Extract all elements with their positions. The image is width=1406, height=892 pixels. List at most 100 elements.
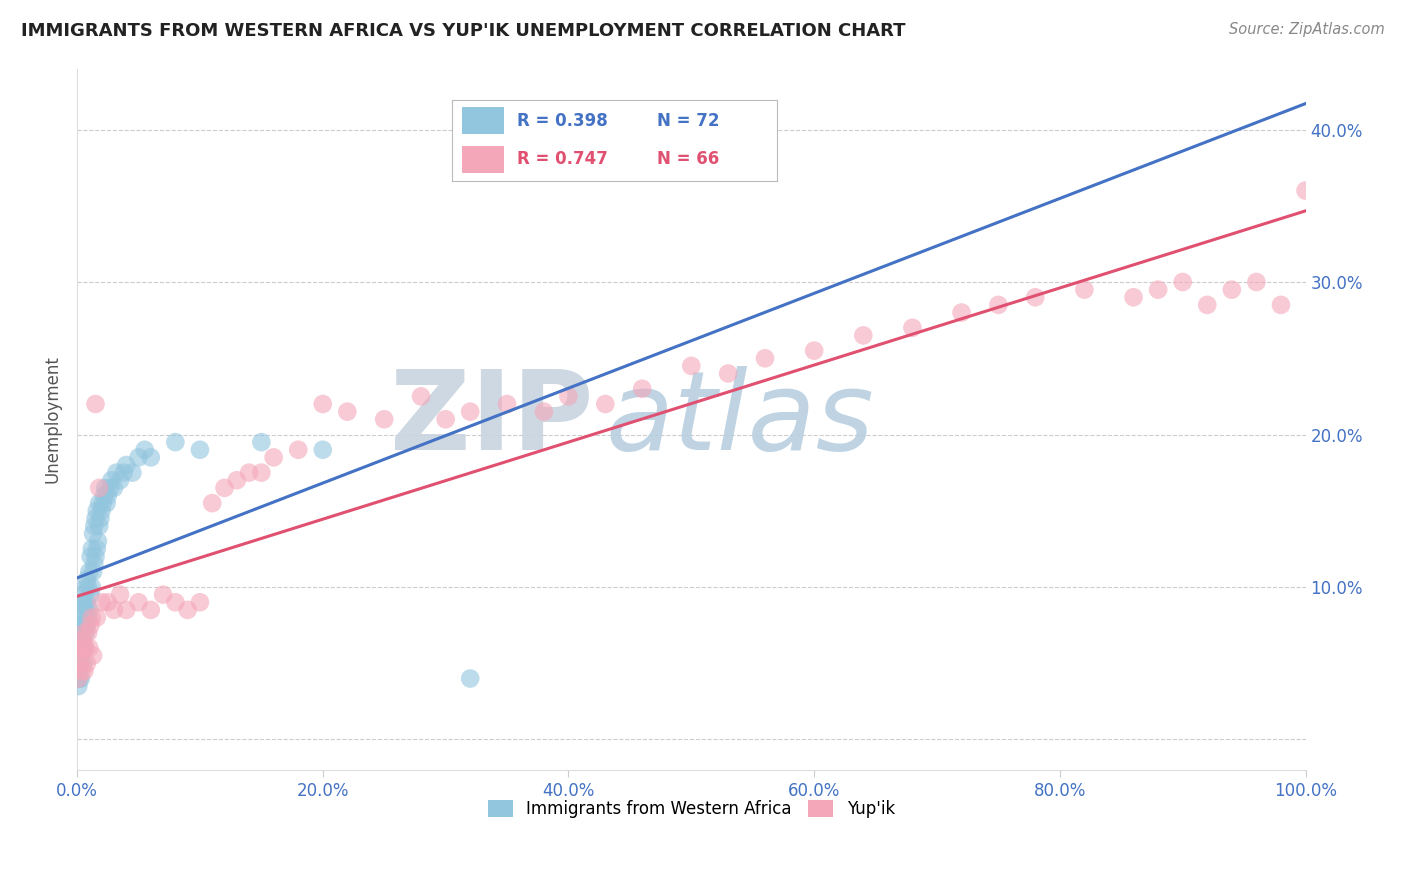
Point (458, 672, 481, 686)
Point (165, 435, 187, 450)
Point (165, 595, 187, 609)
Point (69, 648, 91, 663)
Point (1295, 184, 1317, 198)
Point (1270, 298, 1292, 312)
Point (79, 618, 101, 632)
Point (134, 442, 156, 457)
Point (72, 588, 94, 602)
Point (72, 657, 94, 671)
Point (79, 588, 101, 602)
Point (76, 573, 98, 587)
Point (103, 481, 125, 495)
Point (89, 519, 111, 533)
Point (76, 618, 98, 632)
Point (103, 603, 125, 617)
Point (70, 595, 93, 609)
Point (76, 595, 98, 609)
Point (69, 610, 91, 624)
Text: Source: ZipAtlas.com: Source: ZipAtlas.com (1229, 22, 1385, 37)
Point (188, 442, 211, 457)
Point (84, 549, 107, 564)
Point (72, 640, 94, 655)
Point (754, 351, 776, 366)
Point (96, 496, 118, 510)
Point (852, 328, 875, 343)
Point (67, 640, 90, 655)
Point (80, 541, 103, 556)
Point (84, 511, 107, 525)
Point (631, 382, 654, 396)
Point (128, 450, 150, 465)
Point (82, 565, 104, 579)
Point (336, 404, 359, 418)
Point (70, 633, 93, 648)
Point (263, 450, 285, 465)
Point (70, 618, 93, 632)
Point (91, 496, 114, 510)
Point (108, 473, 131, 487)
Point (82, 526, 104, 541)
Point (681, 359, 703, 373)
Point (82, 648, 104, 663)
Point (803, 343, 825, 358)
Point (77, 580, 100, 594)
Point (100, 473, 122, 487)
Point (73, 595, 96, 609)
Point (69, 618, 91, 632)
Point (139, 450, 162, 465)
Point (250, 435, 273, 450)
Point (79, 565, 101, 579)
Point (83, 557, 105, 571)
Point (79, 603, 101, 617)
Point (89, 481, 111, 495)
Point (1220, 283, 1243, 297)
Point (1122, 290, 1144, 304)
Point (1197, 298, 1219, 312)
Point (79, 640, 101, 655)
Point (287, 442, 309, 457)
Point (1171, 275, 1194, 289)
Point (496, 397, 519, 411)
Point (75, 603, 97, 617)
Point (98, 481, 121, 495)
Point (97, 595, 120, 609)
Point (80, 610, 103, 624)
Point (128, 595, 150, 609)
Point (108, 588, 131, 602)
Point (87, 534, 110, 549)
Point (73, 664, 96, 678)
Point (1024, 290, 1046, 304)
Point (70, 640, 93, 655)
Point (176, 603, 198, 617)
Point (557, 389, 579, 403)
Point (225, 473, 247, 487)
Point (77, 610, 100, 624)
Point (139, 603, 162, 617)
Point (67, 664, 90, 678)
Point (69, 633, 91, 648)
Point (79, 549, 101, 564)
Point (69, 672, 91, 686)
Point (73, 625, 96, 640)
Point (75, 625, 97, 640)
Point (373, 412, 395, 426)
Point (105, 466, 128, 480)
Point (1246, 275, 1268, 289)
Point (67, 672, 90, 686)
Point (83, 519, 105, 533)
Point (901, 320, 924, 334)
Point (434, 412, 457, 426)
Point (250, 466, 273, 480)
Point (73, 618, 96, 632)
Point (69, 657, 91, 671)
Point (1073, 283, 1095, 297)
Point (84, 397, 107, 411)
Point (152, 588, 174, 602)
Legend: Immigrants from Western Africa, Yup'ik: Immigrants from Western Africa, Yup'ik (481, 793, 901, 825)
Point (238, 466, 260, 480)
Point (1147, 283, 1170, 297)
Point (72, 618, 94, 632)
Point (717, 367, 740, 381)
Point (80, 580, 103, 594)
Point (201, 496, 224, 510)
